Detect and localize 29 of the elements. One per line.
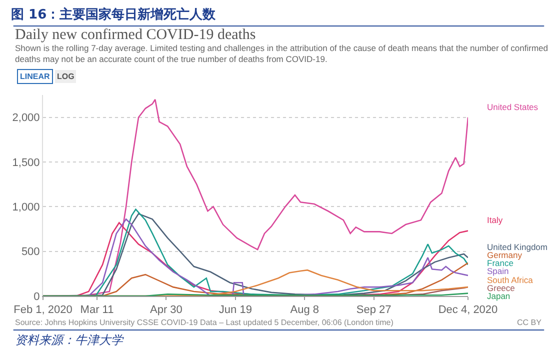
text: Greece <box>487 283 516 293</box>
text: LOG <box>57 72 74 81</box>
text: United Kingdom <box>487 242 548 252</box>
text: Shown is the rolling 7-day average. Limited testing and challenges in the attribution of the cause of death means that the number of confirmed deaths may not be an accurate count of the true number of deaths from COVID-19. <box>15 43 548 64</box>
text: South Africa <box>487 275 534 285</box>
x-tick-label: Aug 8 <box>290 304 320 316</box>
x-tick-label: Jun 19 <box>218 304 252 316</box>
text: United States <box>487 102 538 112</box>
y-tick-label: 500 <box>21 246 40 258</box>
y-tick-label: 1,500 <box>12 156 40 169</box>
x-tick-label: Feb 1, 2020 <box>14 304 72 316</box>
x-tick-label: Apr 30 <box>150 304 182 316</box>
y-tick-label: 0 <box>34 290 40 303</box>
chart-title: 图 16：主要国家每日新增死亡人数 <box>11 6 217 23</box>
text: 资料来源：牛津大学 <box>15 333 124 347</box>
text: Italy <box>487 215 504 225</box>
text: Germany <box>487 250 523 260</box>
x-tick-label: Sep 27 <box>356 304 392 316</box>
text: Japan <box>487 291 510 301</box>
text: CC BY <box>517 318 542 327</box>
source-note: Source: Johns Hopkins University CSSE COVID-19 Data – Last updated 5 December, 06:06 (London time) <box>15 318 394 327</box>
chart-subtitle: Daily new confirmed COVID-19 deaths <box>15 27 256 43</box>
y-tick-label: 2,000 <box>12 112 40 124</box>
y-tick-label: 1,000 <box>12 202 40 214</box>
x-tick-label: Dec 4, 2020 <box>438 304 498 316</box>
text: France <box>487 258 514 268</box>
text: LINEAR <box>20 72 50 81</box>
text: Spain <box>487 266 510 276</box>
x-tick-label: Mar 11 <box>80 304 114 316</box>
